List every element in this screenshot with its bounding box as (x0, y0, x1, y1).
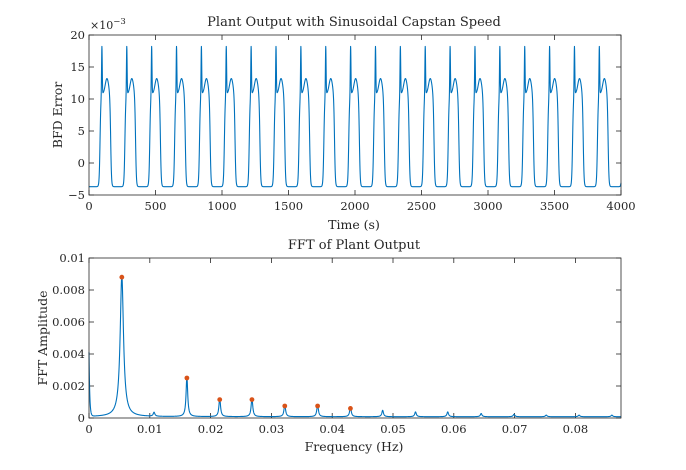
time-plot-frame (88, 34, 622, 196)
x-tick-label: 1500 (274, 199, 303, 213)
y-tick-label: −5 (68, 188, 85, 202)
time-plot-xlabel: Time (s) (328, 217, 380, 232)
x-tick-label: 0.01 (137, 422, 163, 436)
x-tick-label: 3500 (540, 199, 569, 213)
y-tick-label: 0.01 (59, 251, 85, 265)
time-plot-title: Plant Output with Sinusoidal Capstan Spe… (207, 15, 501, 30)
y-tick-label: 10 (70, 92, 85, 106)
x-tick-label: 0.02 (198, 422, 224, 436)
x-tick-label: 0.08 (563, 422, 589, 436)
fft-plot-ylabel: FFT Amplitude (35, 290, 50, 385)
y-tick-label: 0 (78, 411, 85, 425)
fft-plot-trace (88, 275, 622, 418)
peak-marker (217, 397, 223, 402)
x-tick-label: 2000 (340, 199, 369, 213)
y-tick-label: 5 (78, 124, 85, 138)
fft-amplitude-line (88, 275, 622, 418)
peak-marker (348, 406, 353, 411)
fft-plot-frame (88, 257, 622, 419)
x-tick-label: 3000 (473, 199, 502, 213)
fft-plot-title: FFT of Plant Output (288, 238, 421, 253)
y-tick-label: 0.008 (52, 283, 85, 297)
fft-plot: FFT of Plant Output 0 0.01 0.02 0.03 0.04 0.0… (35, 238, 622, 454)
x-tick-label: 0.07 (502, 422, 528, 436)
time-plot-y-multiplier: ×10−3 (90, 17, 126, 32)
y-tick-label: 15 (70, 60, 85, 74)
time-plot-ticks: 0 500 1000 1500 2000 2500 3000 3500 4000−5051015… (68, 28, 636, 213)
y-tick-label: 0.006 (52, 315, 85, 329)
x-tick-label: 2500 (407, 199, 436, 213)
x-tick-label: 1000 (207, 199, 236, 213)
x-tick-label: 0 (85, 199, 92, 213)
y-tick-label: 20 (70, 28, 85, 42)
peak-marker (249, 397, 255, 402)
y-tick-label: 0.004 (52, 347, 85, 361)
x-tick-label: 0.03 (259, 422, 285, 436)
time-plot-trace (88, 45, 622, 188)
peak-marker (184, 375, 190, 381)
x-tick-label: 0 (85, 422, 92, 436)
x-tick-label: 0.06 (441, 422, 467, 436)
fft-plot-peak-markers (119, 274, 353, 411)
bfd-error-line (88, 45, 622, 188)
time-plot-ylabel: BFD Error (50, 82, 65, 148)
x-tick-label: 500 (145, 199, 167, 213)
x-tick-label: 0.04 (319, 422, 345, 436)
x-tick-label: 4000 (606, 199, 635, 213)
x-tick-label: 0.05 (380, 422, 406, 436)
fft-plot-xlabel: Frequency (Hz) (305, 439, 404, 454)
time-plot: Plant Output with Sinusoidal Capstan Spe… (50, 15, 636, 232)
fft-plot-ticks: 0 0.01 0.02 0.03 0.04 0.05 0.06 0.07 0.08 0 0.002 0… (52, 251, 621, 436)
peak-marker (119, 274, 125, 280)
y-tick-label: 0.002 (52, 379, 85, 393)
peak-marker (315, 403, 321, 409)
peak-marker (282, 403, 288, 409)
y-tick-label: 0 (78, 156, 85, 170)
